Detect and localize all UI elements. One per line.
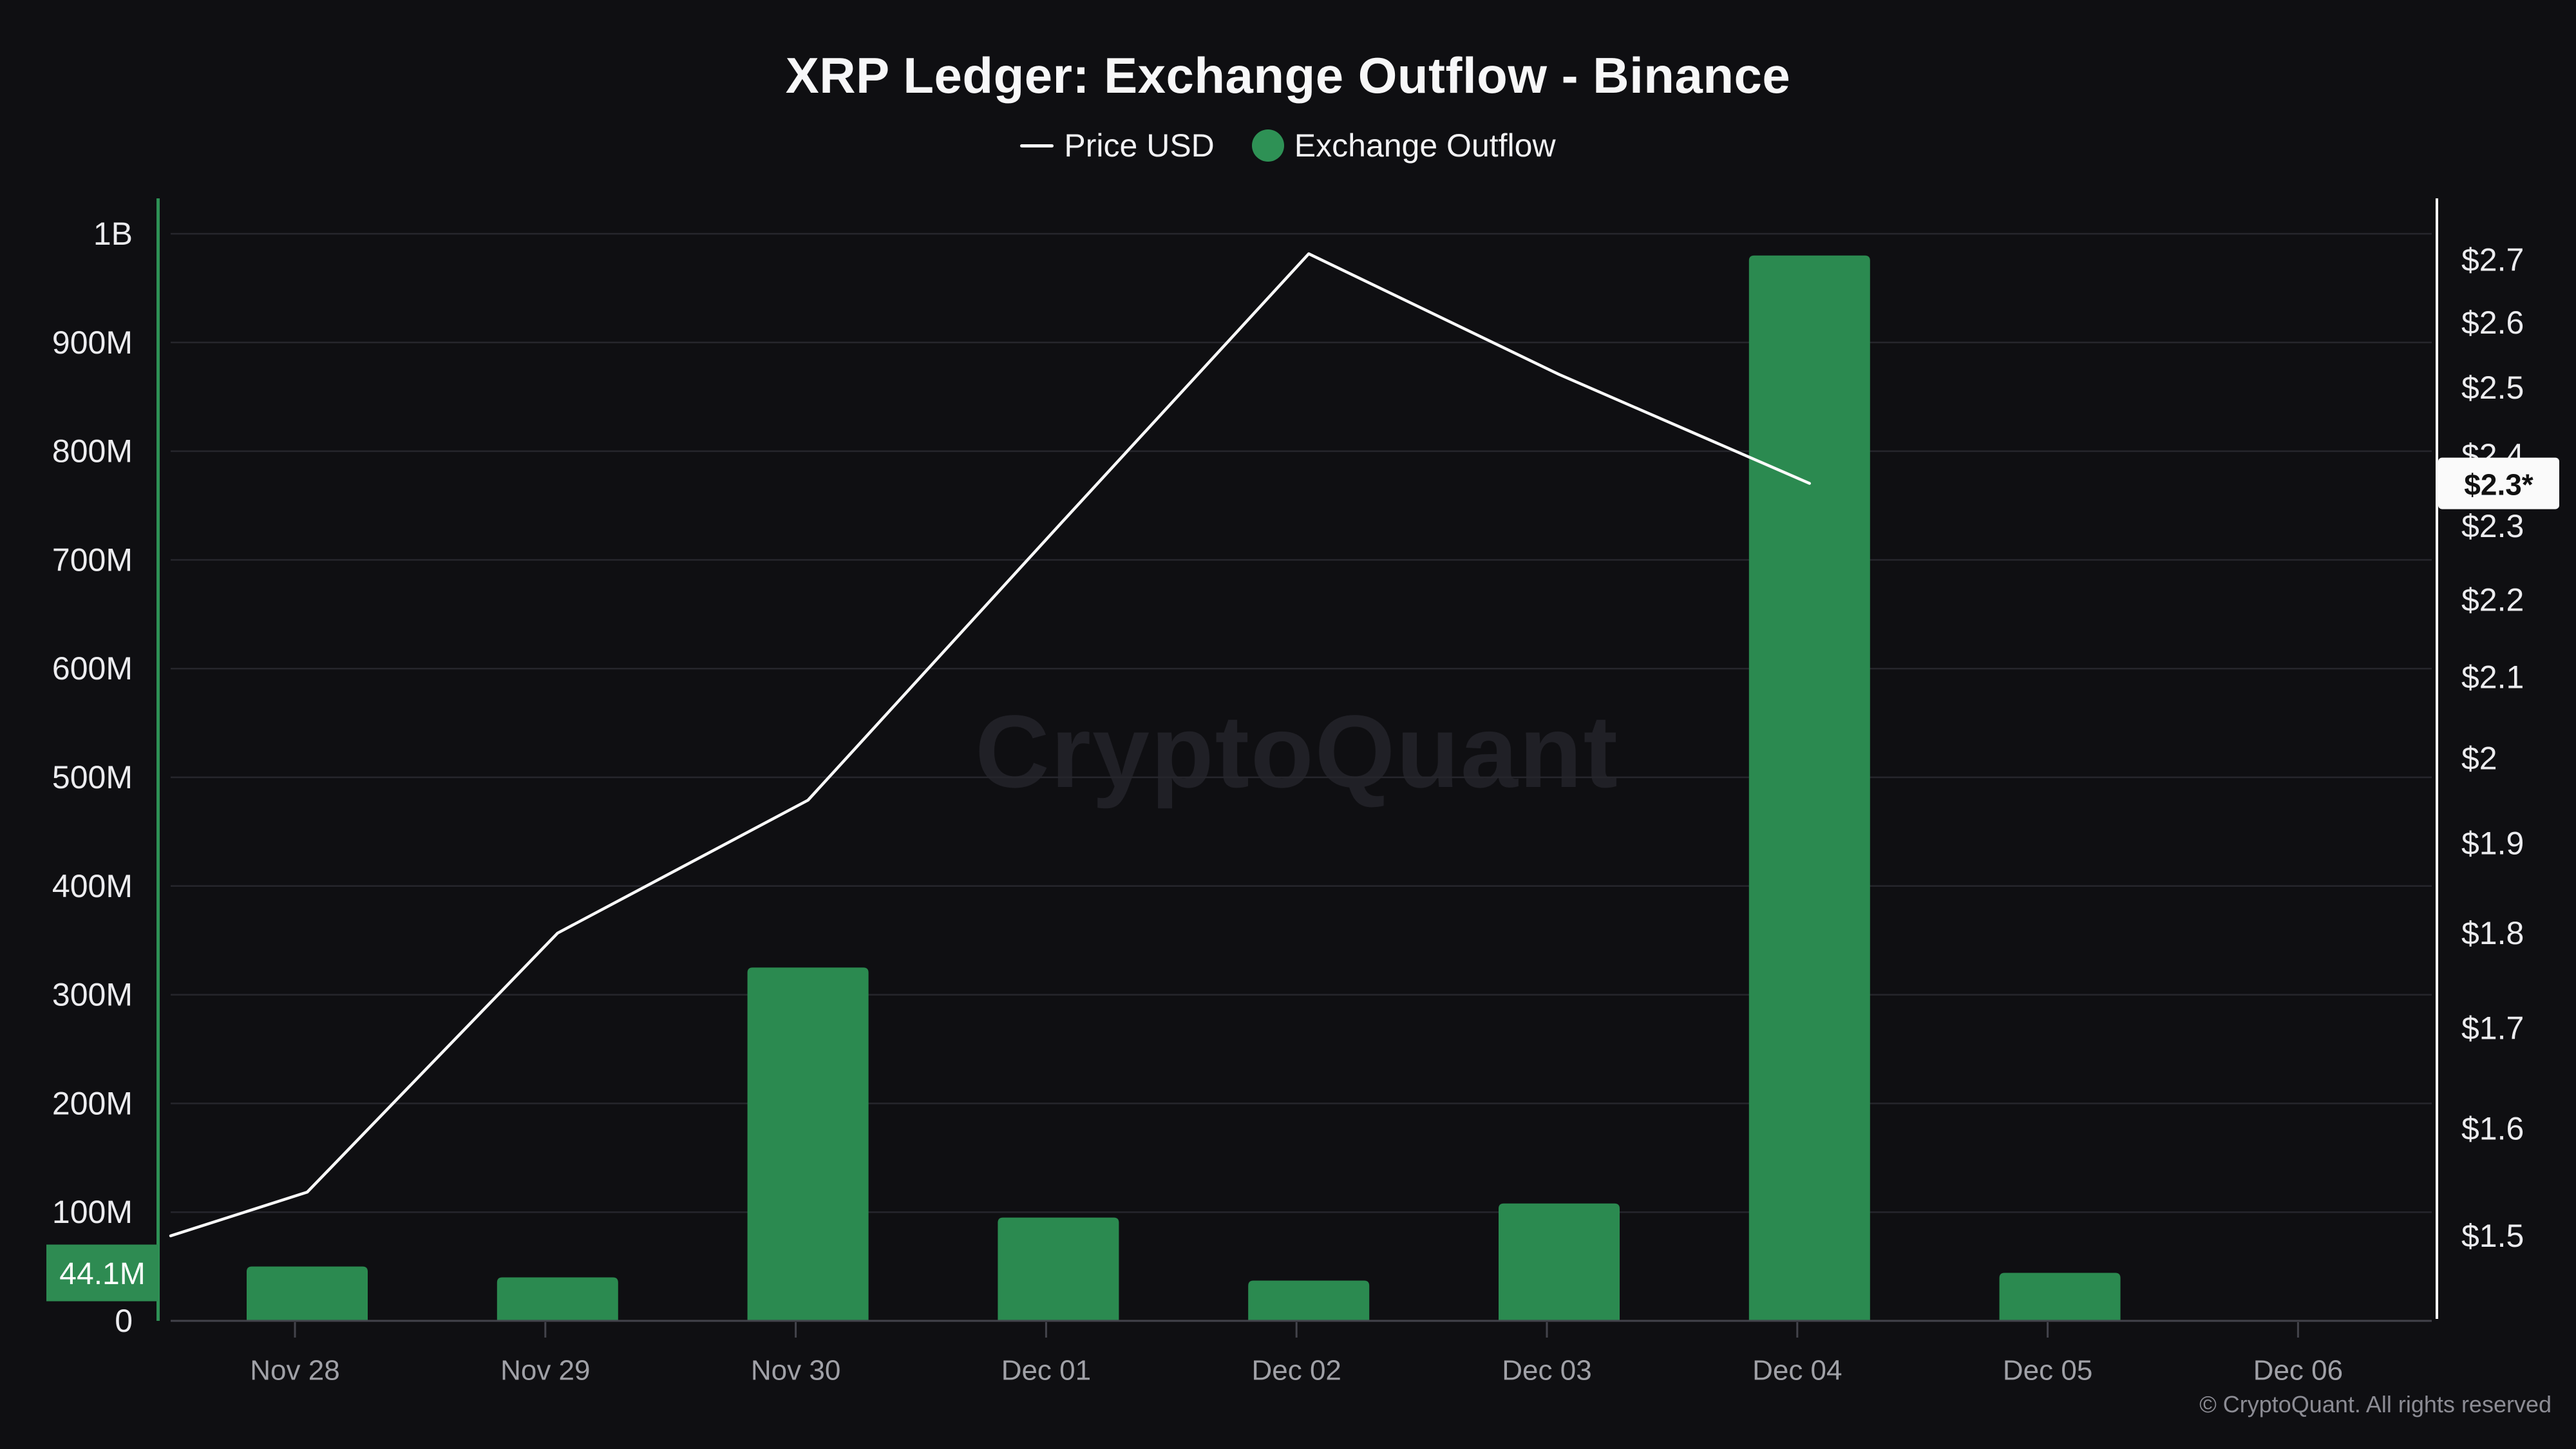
bar-nov-29[interactable] bbox=[497, 1277, 618, 1321]
x-axis-label-nov-28: Nov 28 bbox=[250, 1355, 339, 1387]
left-axis-label-600m: 600M bbox=[52, 650, 133, 687]
right-axis-label--1-9: $1.9 bbox=[2461, 826, 2524, 862]
left-axis-label-700m: 700M bbox=[52, 542, 133, 578]
left-axis-label-800m: 800M bbox=[52, 433, 133, 469]
legend: Price USD Exchange Outflow bbox=[0, 125, 2576, 166]
x-axis-label-dec-01: Dec 01 bbox=[1001, 1355, 1091, 1387]
right-axis-label--2: $2 bbox=[2461, 740, 2497, 776]
right-axis-label--1-8: $1.8 bbox=[2461, 915, 2524, 951]
bar-nov-30[interactable] bbox=[747, 967, 869, 1321]
price-current-badge bbox=[2438, 457, 2559, 509]
right-axis-label--1-7: $1.7 bbox=[2461, 1010, 2524, 1046]
x-axis-label-nov-30: Nov 30 bbox=[751, 1355, 840, 1387]
left-axis-label-1b: 1B bbox=[93, 216, 133, 252]
outflow-current-badge bbox=[46, 1244, 158, 1302]
bar-dec-03[interactable] bbox=[1499, 1203, 1620, 1321]
x-axis-label-dec-05: Dec 05 bbox=[2003, 1355, 2092, 1387]
right-axis-label--2-7: $2.7 bbox=[2461, 242, 2524, 278]
copyright-text: © CryptoQuant. All rights reserved bbox=[2199, 1391, 2552, 1417]
right-axis-label--2-5: $2.5 bbox=[2461, 370, 2524, 406]
left-axis-label-900m: 900M bbox=[52, 325, 133, 361]
outflow-current-badge-label: 44.1M bbox=[59, 1257, 145, 1291]
price-current-badge-label: $2.3* bbox=[2464, 468, 2533, 502]
right-axis-label--1-6: $1.6 bbox=[2461, 1111, 2524, 1147]
left-axis-label-100m: 100M bbox=[52, 1194, 133, 1230]
right-axis-label--1-5: $1.5 bbox=[2461, 1218, 2524, 1254]
outflow-circle-icon bbox=[1251, 129, 1284, 162]
left-axis-label-500m: 500M bbox=[52, 759, 133, 795]
legend-label-outflow: Exchange Outflow bbox=[1294, 128, 1556, 164]
left-axis-label-400m: 400M bbox=[52, 868, 133, 904]
x-axis-label-dec-03: Dec 03 bbox=[1502, 1355, 1591, 1387]
chart-title: XRP Ledger: Exchange Outflow - Binance bbox=[785, 47, 1791, 104]
right-axis-label--2-6: $2.6 bbox=[2461, 305, 2524, 341]
left-axis-label-300m: 300M bbox=[52, 977, 133, 1013]
left-axis-label-200m: 200M bbox=[52, 1085, 133, 1121]
bar-nov-28[interactable] bbox=[247, 1266, 368, 1321]
price-line-icon bbox=[1020, 144, 1054, 147]
bar-dec-04[interactable] bbox=[1748, 255, 1870, 1321]
right-axis-label--2-3: $2.3 bbox=[2461, 508, 2524, 544]
x-axis-label-dec-04: Dec 04 bbox=[1752, 1355, 1842, 1387]
x-axis-label-dec-02: Dec 02 bbox=[1251, 1355, 1341, 1387]
legend-item-price-usd[interactable]: Price USD bbox=[1020, 127, 1215, 164]
bar-dec-01[interactable] bbox=[998, 1217, 1119, 1321]
right-axis-label--2-2: $2.2 bbox=[2461, 582, 2524, 618]
x-axis-label-nov-29: Nov 29 bbox=[500, 1355, 590, 1387]
legend-label-price: Price USD bbox=[1064, 128, 1215, 164]
watermark-text: CryptoQuant bbox=[975, 694, 1619, 809]
bar-dec-02[interactable] bbox=[1248, 1280, 1370, 1321]
legend-item-exchange-outflow[interactable]: Exchange Outflow bbox=[1251, 127, 1556, 164]
right-axis-label--2-1: $2.1 bbox=[2461, 659, 2524, 696]
bar-dec-05[interactable] bbox=[1999, 1273, 2121, 1321]
x-axis-label-dec-06: Dec 06 bbox=[2253, 1355, 2343, 1387]
left-axis-label-0: 0 bbox=[115, 1303, 133, 1339]
price-line[interactable] bbox=[169, 252, 1812, 1238]
